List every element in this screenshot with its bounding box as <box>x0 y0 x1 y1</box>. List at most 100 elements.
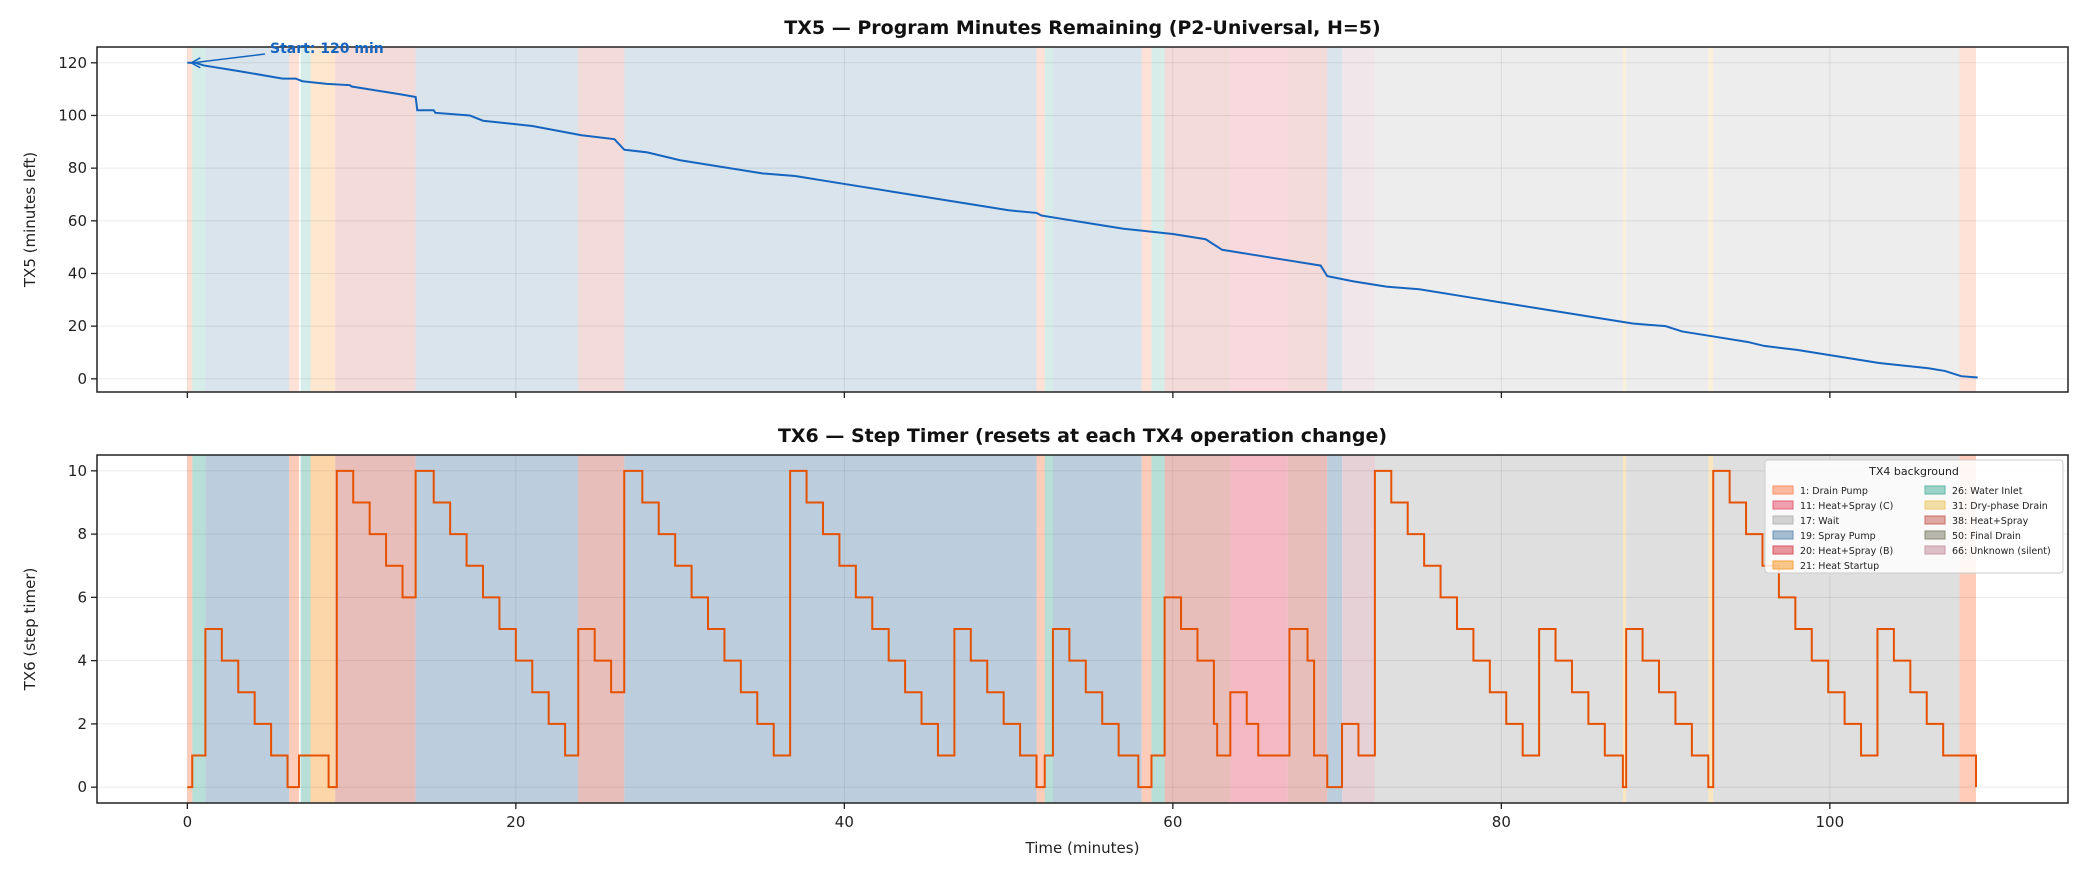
legend-item-label: 66: Unknown (silent) <box>1952 546 2051 557</box>
series-line-tx6 <box>187 469 1978 789</box>
tx4-band-19 <box>415 455 579 803</box>
legend-item-label: 1: Drain Pump <box>1800 486 1868 497</box>
tx4-band-26 <box>192 455 206 803</box>
tx4-band-19 <box>415 47 579 392</box>
y-tick-label: 0 <box>77 370 87 388</box>
arrowhead-icon <box>190 57 201 69</box>
legend-swatch <box>1924 500 1946 510</box>
tx4-band-1 <box>187 47 193 392</box>
panel-title: TX5 — Program Minutes Remaining (P2-Univ… <box>784 17 1380 39</box>
x-tick-label: 80 <box>1492 813 1511 831</box>
legend-item-label: 17: Wait <box>1800 516 1840 527</box>
tx4-band-17 <box>1626 47 1709 392</box>
legend-item-label: 50: Final Drain <box>1952 531 2021 542</box>
y-tick-label: 0 <box>77 778 87 796</box>
tx4-band-17 <box>1374 455 1623 803</box>
tx4-band-26 <box>300 455 311 803</box>
tx4-band-19 <box>1327 455 1343 803</box>
tx4-band-26 <box>1044 47 1053 392</box>
tx4-band-1 <box>289 455 300 803</box>
panel-2: 0 20 40 60 80 100 0 2 4 6 8 10 TX6 — Step Timer (res… <box>21 425 2069 857</box>
x-tick-label: 60 <box>1163 813 1182 831</box>
y-tick-label: 6 <box>77 588 87 606</box>
legend-item-label: 19: Spray Pump <box>1800 531 1876 542</box>
legend-swatch <box>1772 560 1794 570</box>
x-axis-label: Time (minutes) <box>1025 839 1140 857</box>
tx4-band-38 <box>1164 47 1231 392</box>
y-tick-label: 80 <box>68 159 87 177</box>
legend-swatch <box>1772 515 1794 525</box>
legend-swatch <box>1924 545 1946 555</box>
tx4-band-38 <box>335 47 416 392</box>
x-tick-label: 20 <box>506 813 525 831</box>
tx4-band-17 <box>1374 47 1623 392</box>
y-axis-label: TX5 (minutes left) <box>21 152 39 288</box>
axes-frame <box>96 46 2069 393</box>
legend-swatch <box>1924 530 1946 540</box>
tx4-band-31 <box>1622 455 1627 803</box>
tx4-band-1 <box>1959 47 1977 392</box>
tx4-band-1 <box>1141 455 1152 803</box>
tx4-band-1 <box>1036 47 1045 392</box>
tx4-band-26 <box>1151 455 1165 803</box>
tx4-band-66 <box>1342 47 1375 392</box>
y-tick-label: 40 <box>68 264 87 282</box>
tx4-band-38 <box>1287 47 1328 392</box>
y-tick-label: 4 <box>77 652 87 670</box>
legend-item-label: 38: Heat+Spray <box>1952 516 2029 527</box>
tx4-band-17 <box>1713 47 1960 392</box>
legend-title: TX4 background <box>1868 465 1959 478</box>
legend-swatch <box>1772 545 1794 555</box>
legend-box <box>1764 459 2064 574</box>
y-tick-label: 60 <box>68 212 87 230</box>
annotation-arrow <box>193 53 266 64</box>
tx4-band-26 <box>192 47 206 392</box>
y-axis-label: TX6 (step timer) <box>21 568 39 692</box>
tx4-band-1 <box>187 455 193 803</box>
legend-item-label: 20: Heat+Spray (B) <box>1800 546 1893 557</box>
tx4-band-19 <box>205 47 290 392</box>
tx4-band-38 <box>578 47 625 392</box>
x-tick-label: 40 <box>835 813 854 831</box>
tx4-band-31 <box>1622 47 1627 392</box>
legend-swatch <box>1924 485 1946 495</box>
tx4-band-1 <box>1036 455 1045 803</box>
legend-item-label: 31: Dry-phase Drain <box>1952 501 2048 512</box>
tx4-band-21 <box>310 455 336 803</box>
tx4-band-1 <box>289 47 300 392</box>
x-tick-label: 100 <box>1816 813 1845 831</box>
tx4-band-38 <box>335 455 416 803</box>
legend-swatch <box>1924 515 1946 525</box>
legend-item-label: 21: Heat Startup <box>1800 561 1879 572</box>
x-tick-label: 0 <box>183 813 193 831</box>
y-tick-label: 100 <box>58 106 87 124</box>
tx4-band-21 <box>310 47 336 392</box>
series-line-tx5 <box>187 61 1978 379</box>
panel-1: 0 20 40 60 80 100 120 TX5 — Program Minutes Rem… <box>21 17 2069 398</box>
panel-title: TX6 — Step Timer (resets at each TX4 ope… <box>778 425 1387 447</box>
tx4-band-31 <box>1708 47 1714 392</box>
y-tick-label: 10 <box>68 462 87 480</box>
legend-item-label: 26: Water Inlet <box>1952 486 2023 497</box>
tx4-band-31 <box>1708 455 1714 803</box>
legend-swatch <box>1772 500 1794 510</box>
tx4-band-19 <box>624 455 1037 803</box>
tx4-band-26 <box>300 47 311 392</box>
y-tick-label: 2 <box>77 715 87 733</box>
tx4-band-26 <box>1151 47 1165 392</box>
tx4-band-1 <box>1141 47 1152 392</box>
y-tick-label: 20 <box>68 317 87 335</box>
tx4-band-19 <box>624 47 1037 392</box>
legend-swatch <box>1772 530 1794 540</box>
tx4-band-11 <box>1230 47 1288 392</box>
legend-swatch <box>1772 485 1794 495</box>
annotation-text: Start: 120 min <box>270 41 384 57</box>
legend-item-label: 11: Heat+Spray (C) <box>1800 501 1893 512</box>
axes-frame <box>96 454 2069 804</box>
y-tick-label: 120 <box>58 54 87 72</box>
tx4-band-19 <box>1327 47 1343 392</box>
tx4-band-26 <box>1044 455 1053 803</box>
y-tick-label: 8 <box>77 525 87 543</box>
